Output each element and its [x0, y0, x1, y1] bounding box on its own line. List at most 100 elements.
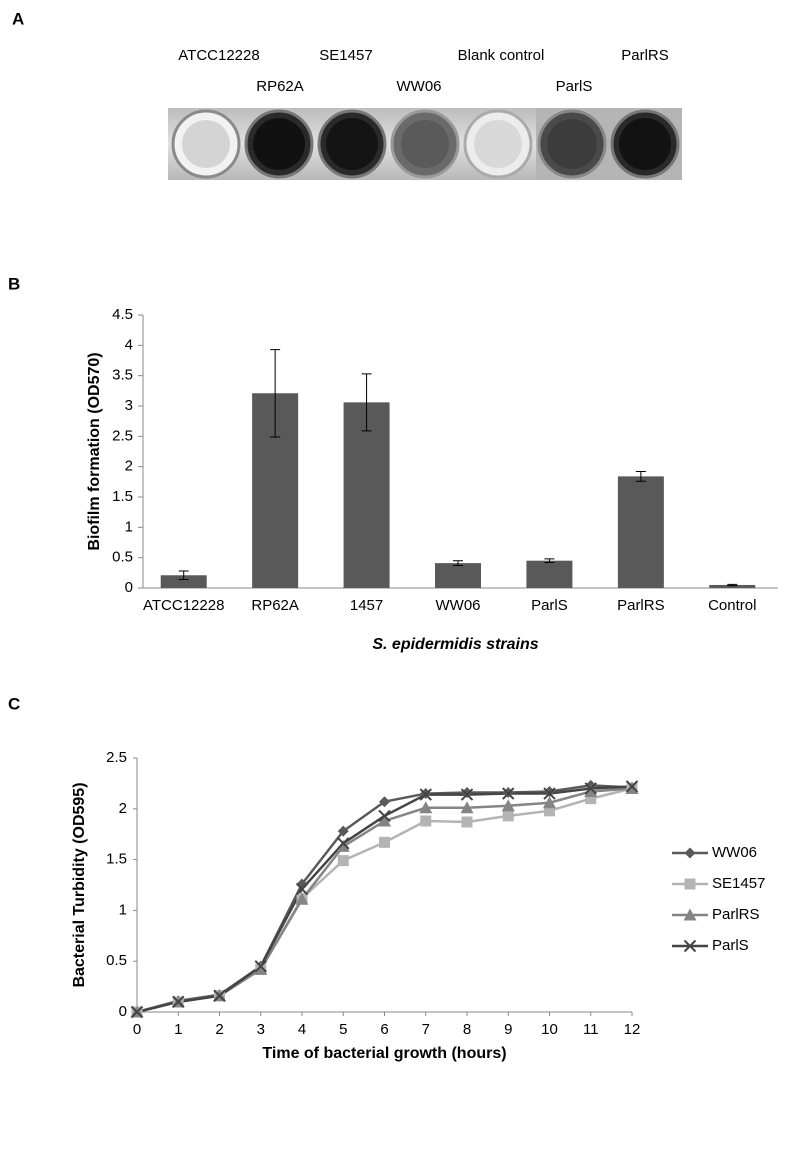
y-tick-label: 1.5 — [112, 488, 133, 505]
well-label: Blank control — [458, 47, 545, 64]
x-tick-label: 2 — [215, 1021, 223, 1038]
marker — [543, 796, 556, 809]
bar — [160, 575, 207, 588]
x-tick-label: 0 — [133, 1021, 141, 1038]
x-tick-label: ATCC12228 — [143, 597, 224, 614]
marker — [461, 816, 473, 828]
well-label: WW06 — [397, 78, 442, 95]
marker — [130, 1005, 144, 1019]
marker — [379, 836, 390, 848]
marker — [213, 989, 226, 1002]
x-tick-label: RP62A — [251, 597, 299, 614]
x-tick-label: 3 — [257, 1021, 265, 1038]
y-tick-label: 3.5 — [112, 367, 133, 384]
marker — [625, 780, 639, 793]
legend-marker — [684, 847, 696, 859]
x-tick-label: 5 — [339, 1021, 347, 1038]
y-tick-label: 0.5 — [106, 952, 127, 969]
y-tick-label: 0 — [125, 579, 133, 596]
bar — [709, 584, 756, 588]
x-tick-label: 1 — [174, 1021, 182, 1038]
marker — [337, 837, 350, 850]
marker — [254, 962, 268, 975]
marker — [501, 799, 515, 812]
x-axis-title: S. epidermidis strains — [372, 636, 538, 653]
well-plate-image — [168, 108, 682, 180]
marker — [378, 809, 391, 823]
y-tick-label: 2 — [125, 458, 133, 475]
bar — [435, 563, 481, 588]
marker — [584, 782, 597, 795]
panel-label: C — [8, 694, 20, 713]
marker — [254, 960, 267, 973]
marker — [461, 787, 473, 799]
marker — [420, 815, 432, 827]
marker — [295, 892, 309, 905]
marker — [502, 810, 514, 822]
y-tick-label: 3 — [125, 397, 133, 414]
x-tick-label: WW06 — [436, 597, 481, 614]
y-tick-label: 0.5 — [112, 549, 133, 566]
x-tick-label: 8 — [463, 1021, 471, 1038]
x-tick-label: 7 — [422, 1021, 430, 1038]
bar — [343, 402, 390, 588]
panel-label: A — [12, 9, 24, 28]
x-tick-label: 1457 — [350, 597, 383, 614]
marker — [337, 855, 349, 867]
y-tick-label: 1 — [125, 518, 133, 535]
legend-marker — [683, 908, 697, 921]
error-bar — [270, 349, 281, 438]
marker — [460, 788, 474, 801]
legend-label: SE1457 — [712, 875, 765, 892]
y-tick-label: 2.5 — [112, 427, 133, 444]
marker — [584, 785, 598, 798]
y-tick-label: 1.5 — [106, 851, 127, 868]
well-label: ParlRS — [621, 47, 669, 64]
x-tick-label: Control — [708, 597, 756, 614]
well-label: ATCC12228 — [178, 47, 259, 64]
error-bar — [544, 558, 555, 564]
error-bar — [361, 373, 372, 432]
x-tick-label: 12 — [624, 1021, 641, 1038]
y-tick-label: 1 — [119, 901, 127, 918]
x-tick-label: 11 — [583, 1021, 599, 1038]
y-tick-label: 4 — [125, 336, 133, 353]
marker — [543, 787, 556, 800]
panel-label: B — [8, 274, 20, 293]
marker — [172, 995, 185, 1009]
x-tick-label: 10 — [541, 1021, 558, 1038]
y-tick-label: 2 — [119, 800, 127, 817]
y-axis-title: Biofilm formation (OD570) — [86, 352, 103, 550]
legend-label: ParlRS — [712, 906, 760, 923]
marker — [460, 801, 474, 814]
well-label: RP62A — [256, 78, 304, 95]
marker — [295, 882, 309, 896]
y-tick-label: 2.5 — [106, 749, 127, 766]
legend-label: ParlS — [712, 937, 749, 954]
marker — [419, 801, 433, 814]
well-label: SE1457 — [319, 47, 372, 64]
bar — [617, 476, 664, 588]
marker — [502, 787, 515, 800]
x-tick-label: 4 — [298, 1021, 306, 1038]
marker — [379, 796, 390, 808]
marker — [336, 839, 350, 852]
error-bar — [178, 570, 189, 581]
y-axis-title: Bacterial Turbidity (OD595) — [71, 782, 88, 987]
bar — [526, 560, 573, 588]
error-bar — [635, 471, 646, 482]
legend-marker — [684, 878, 696, 890]
x-axis-title: Time of bacterial growth (hours) — [262, 1045, 506, 1062]
x-tick-label: 9 — [504, 1021, 512, 1038]
x-tick-label: ParlS — [531, 597, 568, 614]
y-tick-label: 4.5 — [112, 306, 133, 323]
x-tick-label: ParlRS — [617, 597, 665, 614]
marker — [544, 786, 555, 798]
legend-label: WW06 — [712, 844, 757, 861]
x-tick-label: 6 — [380, 1021, 388, 1038]
marker — [337, 825, 349, 837]
well-label: ParlS — [556, 78, 593, 95]
marker — [378, 814, 391, 827]
